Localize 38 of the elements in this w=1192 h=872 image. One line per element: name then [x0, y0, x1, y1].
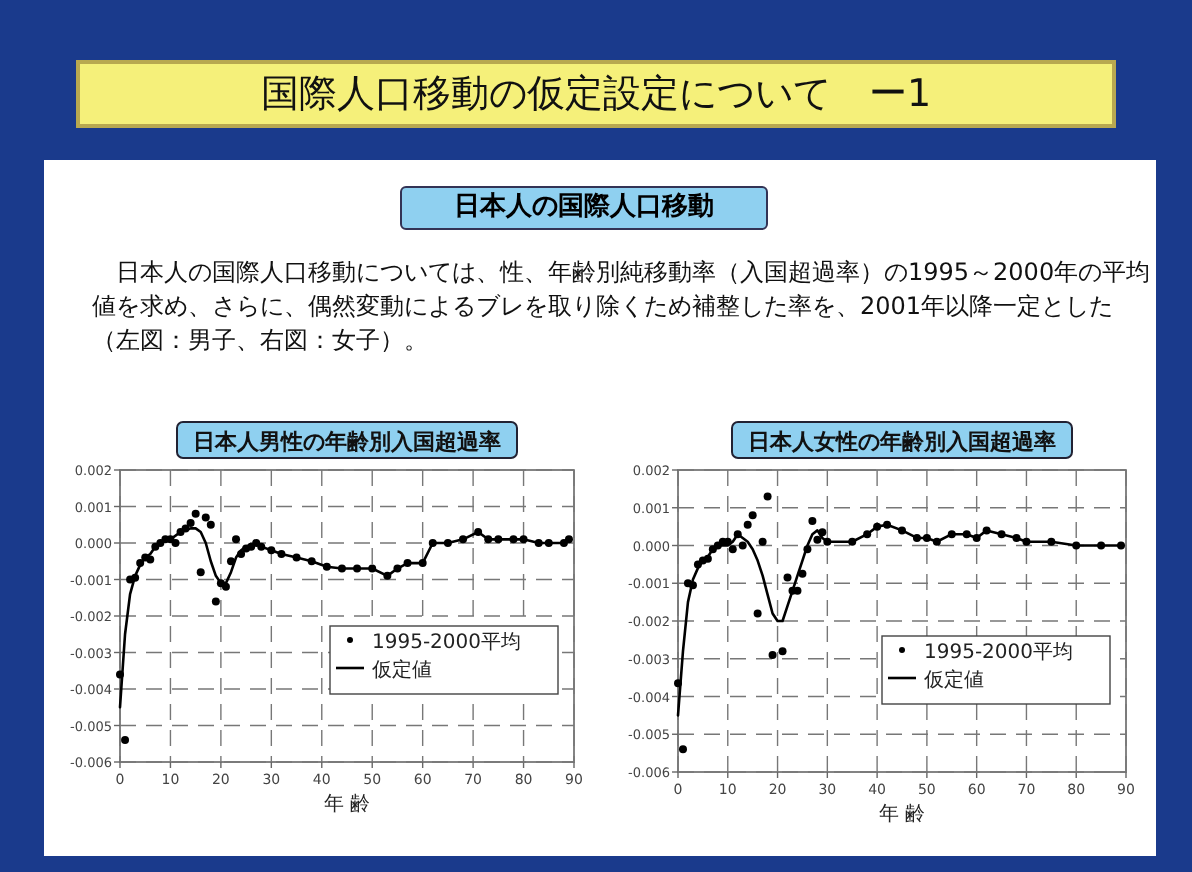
point	[211, 597, 220, 606]
point	[206, 520, 215, 529]
line-series	[676, 523, 1123, 717]
point	[221, 582, 230, 591]
text: 日本人の国際人口移動	[400, 186, 768, 230]
point	[728, 545, 737, 554]
point	[783, 573, 792, 582]
point	[753, 609, 762, 618]
point	[798, 569, 807, 578]
point	[232, 535, 241, 544]
point	[778, 647, 787, 656]
point	[768, 650, 777, 659]
chart-title: 日本人男性の年齢別入国超過率	[193, 429, 501, 455]
point	[226, 557, 235, 566]
point	[813, 535, 822, 544]
chart-title: 日本人女性の年齢別入国超過率	[748, 429, 1056, 455]
legend-label: 仮定値	[372, 658, 432, 682]
x-axis-title: 年 齢	[323, 792, 371, 816]
legend-label: 仮定値	[924, 668, 984, 692]
point	[743, 520, 752, 529]
point	[146, 555, 155, 564]
point	[171, 539, 180, 547]
point	[738, 541, 747, 550]
x-axis-title: 年 齢	[878, 802, 926, 826]
point	[201, 513, 210, 522]
text: 日本人の国際人口移動については、性、年齢別純移動率（入国超過率）の1995～2000年の平均値を求め、さらに、偶然変動によるブレを取り除くため補整した率を、2001年以降一定とした（左図：男子、右図：女子）。	[92, 256, 1152, 358]
legend-label: 1995-2000平均	[372, 630, 522, 654]
point	[196, 568, 205, 577]
point	[186, 518, 195, 527]
point	[121, 736, 130, 745]
point	[191, 509, 200, 518]
point	[758, 537, 767, 546]
text: 国際人口移動の仮定設定について ー1	[76, 60, 1116, 128]
point	[808, 516, 817, 525]
point	[763, 492, 772, 501]
point	[748, 511, 757, 520]
point	[678, 745, 687, 754]
legend-label: 1995-2000平均	[924, 640, 1074, 664]
